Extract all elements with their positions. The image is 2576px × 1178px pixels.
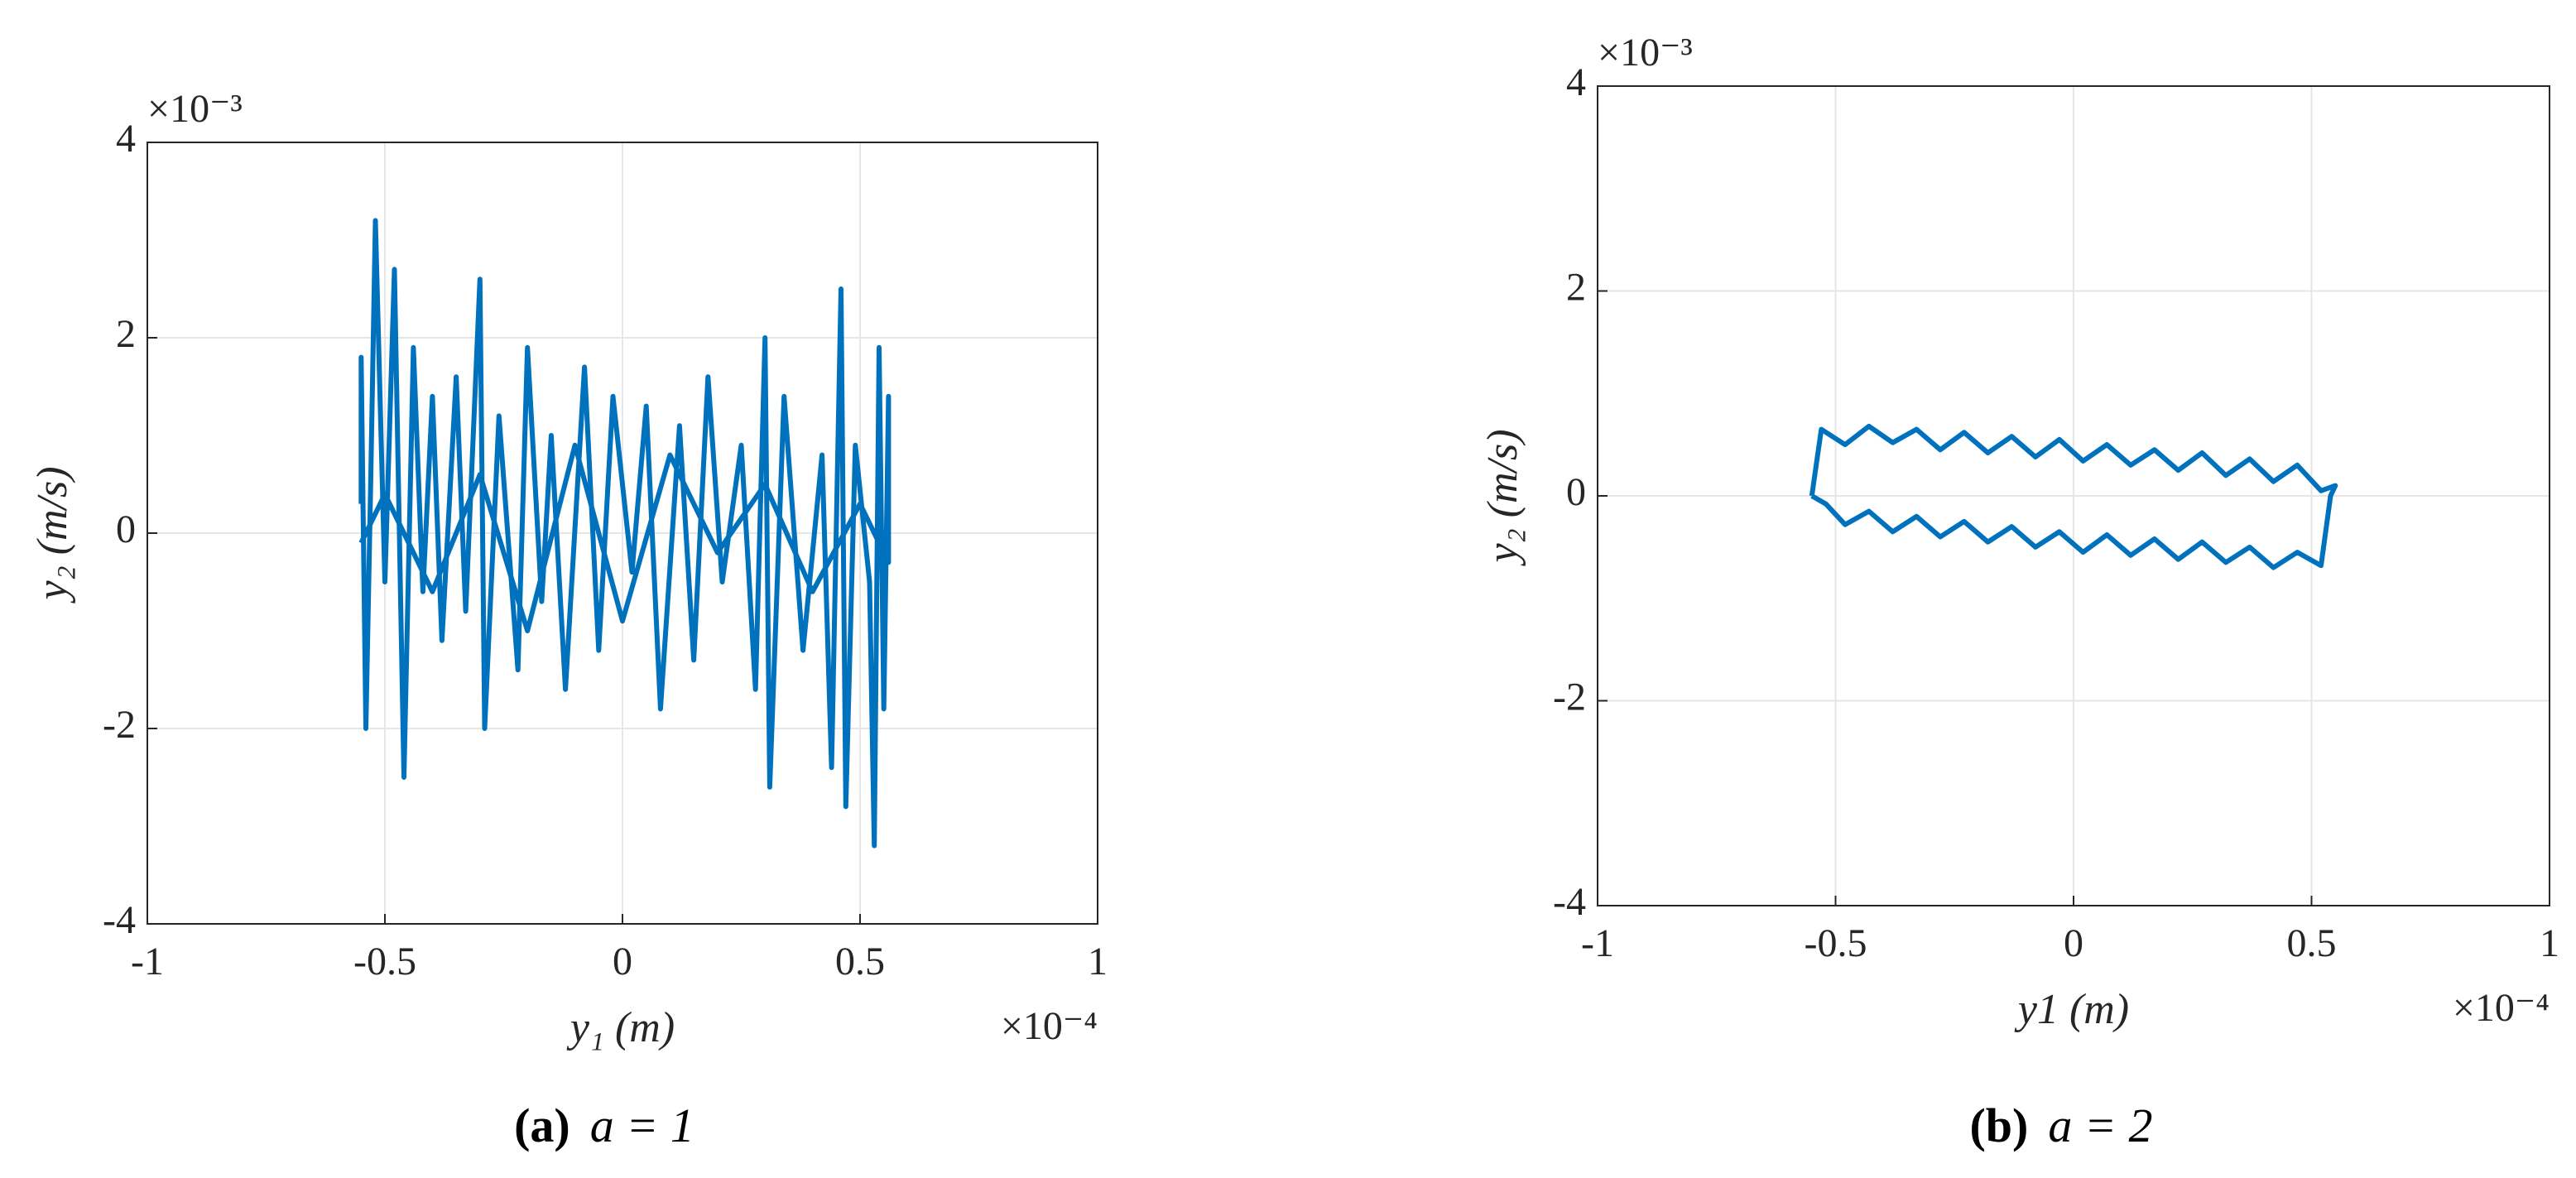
- caption: (b) a = 2: [1969, 1099, 2152, 1152]
- caption-label: (b): [1969, 1099, 2028, 1152]
- y-axis-label: y₂ (m/s): [29, 466, 76, 603]
- y-tick-label: 0: [116, 507, 136, 551]
- y-tick-label: 4: [116, 117, 136, 161]
- caption-label: (a): [514, 1099, 570, 1152]
- x-tick-label: -0.5: [353, 940, 416, 983]
- y-tick-label: -2: [103, 703, 136, 747]
- x-tick-label: -0.5: [1805, 921, 1867, 965]
- x-axis-label: y1 (m): [2014, 986, 2129, 1033]
- x-tick-label: 0: [613, 940, 632, 983]
- y-tick-label: 0: [1566, 470, 1586, 514]
- caption-text: a = 2: [2048, 1099, 2152, 1152]
- x-tick-label: -1: [1581, 921, 1614, 965]
- x-tick-label: 1: [1088, 940, 1108, 983]
- x-tick-label: 0: [2064, 921, 2083, 965]
- axes-box: [1597, 85, 2550, 906]
- data-line: [358, 218, 892, 849]
- y-tick-label: 2: [116, 312, 136, 356]
- y-exponent: ×10⁻³: [147, 87, 243, 131]
- x-exponent: ×10⁻⁴: [1001, 1004, 1098, 1048]
- caption: (a) a = 1: [514, 1099, 694, 1152]
- y-tick-label: -4: [103, 898, 136, 942]
- y-axis-label: y₂ (m/s): [1479, 429, 1526, 566]
- y-tick-label: -4: [1553, 880, 1586, 924]
- caption-text: a = 1: [590, 1099, 694, 1152]
- y-tick-label: 4: [1566, 60, 1586, 104]
- y-exponent: ×10⁻³: [1598, 31, 1693, 75]
- y-tick-label: 2: [1566, 266, 1586, 310]
- x-tick-label: 0.5: [835, 940, 885, 983]
- x-axis-label: y₁ (m): [566, 1004, 675, 1051]
- x-exponent: ×10⁻⁴: [2453, 986, 2550, 1030]
- data-line: [1809, 423, 2338, 570]
- x-tick-label: 1: [2540, 921, 2559, 965]
- x-tick-label: -1: [131, 940, 164, 983]
- y-tick-label: -2: [1553, 676, 1586, 719]
- x-tick-label: 0.5: [2287, 921, 2337, 965]
- axes-box: [147, 142, 1098, 925]
